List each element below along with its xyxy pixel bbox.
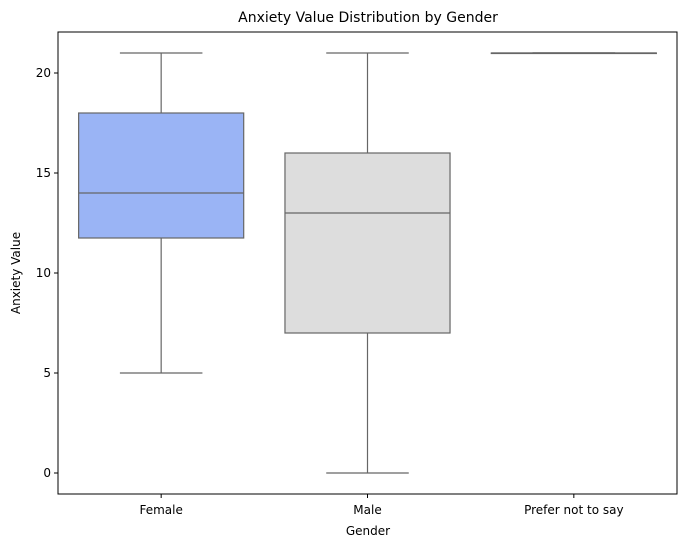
y-tick-label: 10: [36, 266, 51, 280]
y-axis: 0 5 10 15 20: [36, 66, 58, 480]
y-tick-label: 0: [43, 466, 51, 480]
plot-area: [78, 52, 657, 474]
box-group-female: [78, 52, 245, 374]
plot-frame: [57, 31, 678, 495]
box-iqr: [284, 152, 451, 334]
x-axis: Female Male Prefer not to say: [139, 494, 624, 517]
box-group-prefer-not-to-say: [490, 52, 657, 55]
y-axis-label: Anxiety Value: [9, 232, 23, 314]
x-tick-label: Prefer not to say: [524, 503, 623, 517]
x-tick-label: Female: [139, 503, 182, 517]
box-group-male: [284, 52, 451, 474]
y-tick-label: 15: [36, 166, 51, 180]
y-tick-label: 5: [43, 366, 51, 380]
chart-title: Anxiety Value Distribution by Gender: [238, 10, 498, 26]
x-tick-label: Male: [353, 503, 381, 517]
x-axis-label: Gender: [346, 524, 390, 538]
y-tick-label: 20: [36, 66, 51, 80]
box-iqr: [78, 112, 245, 239]
